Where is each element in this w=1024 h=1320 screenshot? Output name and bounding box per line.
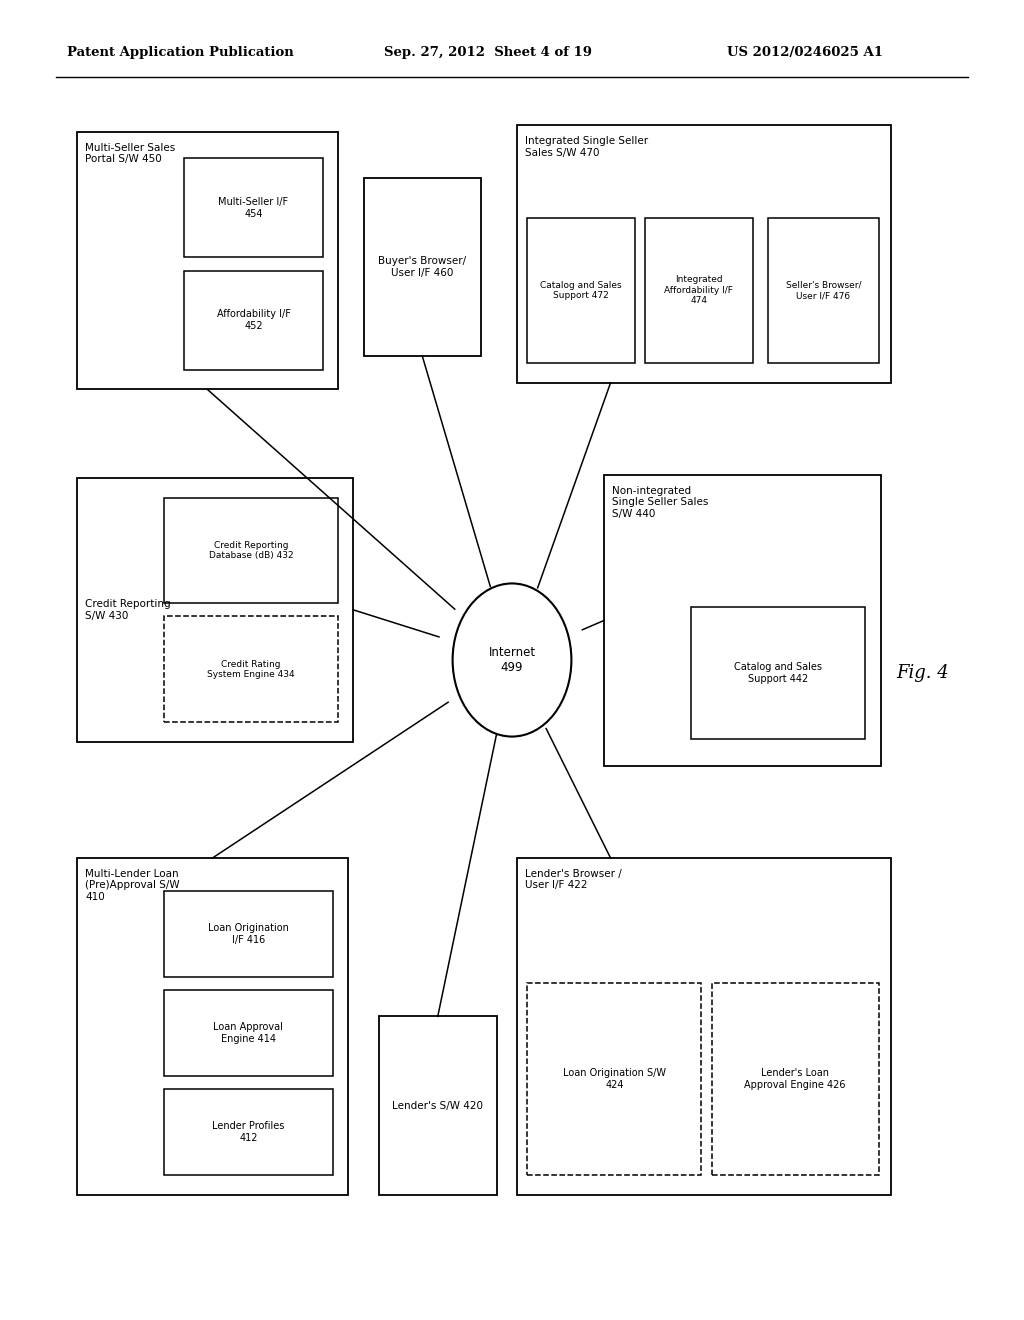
Text: Lender's S/W 420: Lender's S/W 420 xyxy=(392,1101,483,1110)
Text: Loan Origination S/W
424: Loan Origination S/W 424 xyxy=(563,1068,666,1090)
Text: Lender's Loan
Approval Engine 426: Lender's Loan Approval Engine 426 xyxy=(744,1068,846,1090)
Bar xyxy=(527,983,701,1175)
Bar xyxy=(604,475,881,766)
Text: Buyer's Browser/
User I/F 460: Buyer's Browser/ User I/F 460 xyxy=(378,256,467,279)
Text: Fig. 4: Fig. 4 xyxy=(896,664,949,682)
Bar xyxy=(164,616,338,722)
Bar xyxy=(184,158,323,257)
Bar xyxy=(184,271,323,370)
Text: Multi-Seller Sales
Portal S/W 450: Multi-Seller Sales Portal S/W 450 xyxy=(85,143,175,164)
Text: Internet
499: Internet 499 xyxy=(488,645,536,675)
Text: Patent Application Publication: Patent Application Publication xyxy=(67,46,293,59)
Text: Loan Origination
I/F 416: Loan Origination I/F 416 xyxy=(208,923,289,945)
Bar xyxy=(77,858,348,1195)
Text: Lender's Browser /
User I/F 422: Lender's Browser / User I/F 422 xyxy=(525,869,622,890)
Bar xyxy=(379,1016,497,1195)
Bar xyxy=(364,178,481,356)
Bar xyxy=(164,891,333,977)
Bar xyxy=(77,478,353,742)
Bar xyxy=(517,125,891,383)
Circle shape xyxy=(453,583,571,737)
Text: Multi-Lender Loan
(Pre)Approval S/W
410: Multi-Lender Loan (Pre)Approval S/W 410 xyxy=(85,869,179,902)
Text: US 2012/0246025 A1: US 2012/0246025 A1 xyxy=(727,46,883,59)
Text: Credit Reporting
Database (dB) 432: Credit Reporting Database (dB) 432 xyxy=(209,541,293,560)
Bar xyxy=(164,498,338,603)
Text: Integrated
Affordability I/F
474: Integrated Affordability I/F 474 xyxy=(665,276,733,305)
Bar xyxy=(77,132,338,389)
Text: Lender Profiles
412: Lender Profiles 412 xyxy=(212,1121,285,1143)
Bar xyxy=(691,607,865,739)
Text: Sep. 27, 2012  Sheet 4 of 19: Sep. 27, 2012 Sheet 4 of 19 xyxy=(384,46,592,59)
Text: Credit Rating
System Engine 434: Credit Rating System Engine 434 xyxy=(207,660,295,678)
Bar xyxy=(712,983,879,1175)
Text: Catalog and Sales
Support 442: Catalog and Sales Support 442 xyxy=(734,663,822,684)
Text: Affordability I/F
452: Affordability I/F 452 xyxy=(216,309,291,331)
Text: Seller's Browser/
User I/F 476: Seller's Browser/ User I/F 476 xyxy=(785,281,861,300)
Text: Non-integrated
Single Seller Sales
S/W 440: Non-integrated Single Seller Sales S/W 4… xyxy=(612,486,709,519)
Bar xyxy=(645,218,753,363)
Text: Catalog and Sales
Support 472: Catalog and Sales Support 472 xyxy=(541,281,622,300)
Text: Loan Approval
Engine 414: Loan Approval Engine 414 xyxy=(213,1022,284,1044)
Bar xyxy=(164,1089,333,1175)
Bar xyxy=(527,218,635,363)
Bar xyxy=(517,858,891,1195)
Bar xyxy=(164,990,333,1076)
Text: Multi-Seller I/F
454: Multi-Seller I/F 454 xyxy=(218,197,289,219)
Bar xyxy=(768,218,879,363)
Text: Integrated Single Seller
Sales S/W 470: Integrated Single Seller Sales S/W 470 xyxy=(525,136,648,157)
Text: Credit Reporting
S/W 430: Credit Reporting S/W 430 xyxy=(85,599,171,620)
